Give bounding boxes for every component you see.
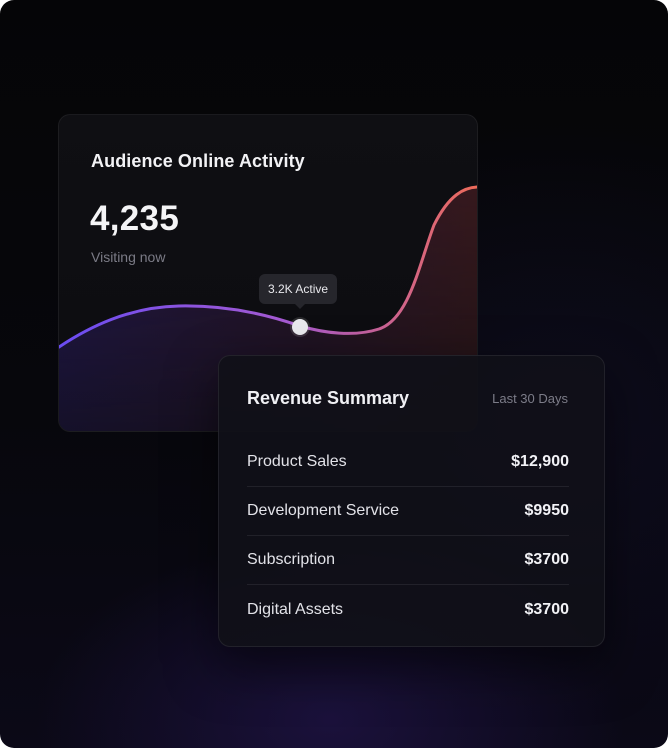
revenue-list: Product Sales $12,900 Development Servic…: [247, 438, 569, 634]
revenue-row-value: $9950: [524, 502, 570, 519]
revenue-row-label: Digital Assets: [247, 600, 344, 618]
revenue-summary-card: Revenue Summary Last 30 Days Product Sal…: [218, 355, 605, 647]
visitor-count: 4,235: [90, 199, 180, 238]
audience-title: Audience Online Activity: [91, 151, 305, 171]
revenue-row: Product Sales $12,900: [247, 438, 569, 487]
revenue-title: Revenue Summary: [247, 388, 410, 408]
revenue-row-value: $12,900: [511, 453, 569, 470]
visitor-count-label: Visiting now: [91, 249, 166, 265]
wave-line: [59, 185, 477, 349]
revenue-row-label: Development Service: [247, 502, 400, 519]
revenue-row-label: Product Sales: [247, 453, 347, 470]
tooltip-arrow: [294, 303, 306, 309]
revenue-row-value: $3700: [524, 600, 570, 618]
revenue-row-value: $3700: [524, 551, 570, 568]
revenue-row: Subscription $3700: [247, 536, 569, 585]
revenue-row: Digital Assets $3700: [247, 585, 569, 634]
revenue-row: Development Service $9950: [247, 487, 569, 536]
active-tooltip: 3.2K Active: [259, 274, 338, 304]
chart-marker-dot[interactable]: [292, 319, 308, 335]
revenue-row-label: Subscription: [247, 551, 336, 568]
revenue-period[interactable]: Last 30 Days: [492, 391, 568, 406]
